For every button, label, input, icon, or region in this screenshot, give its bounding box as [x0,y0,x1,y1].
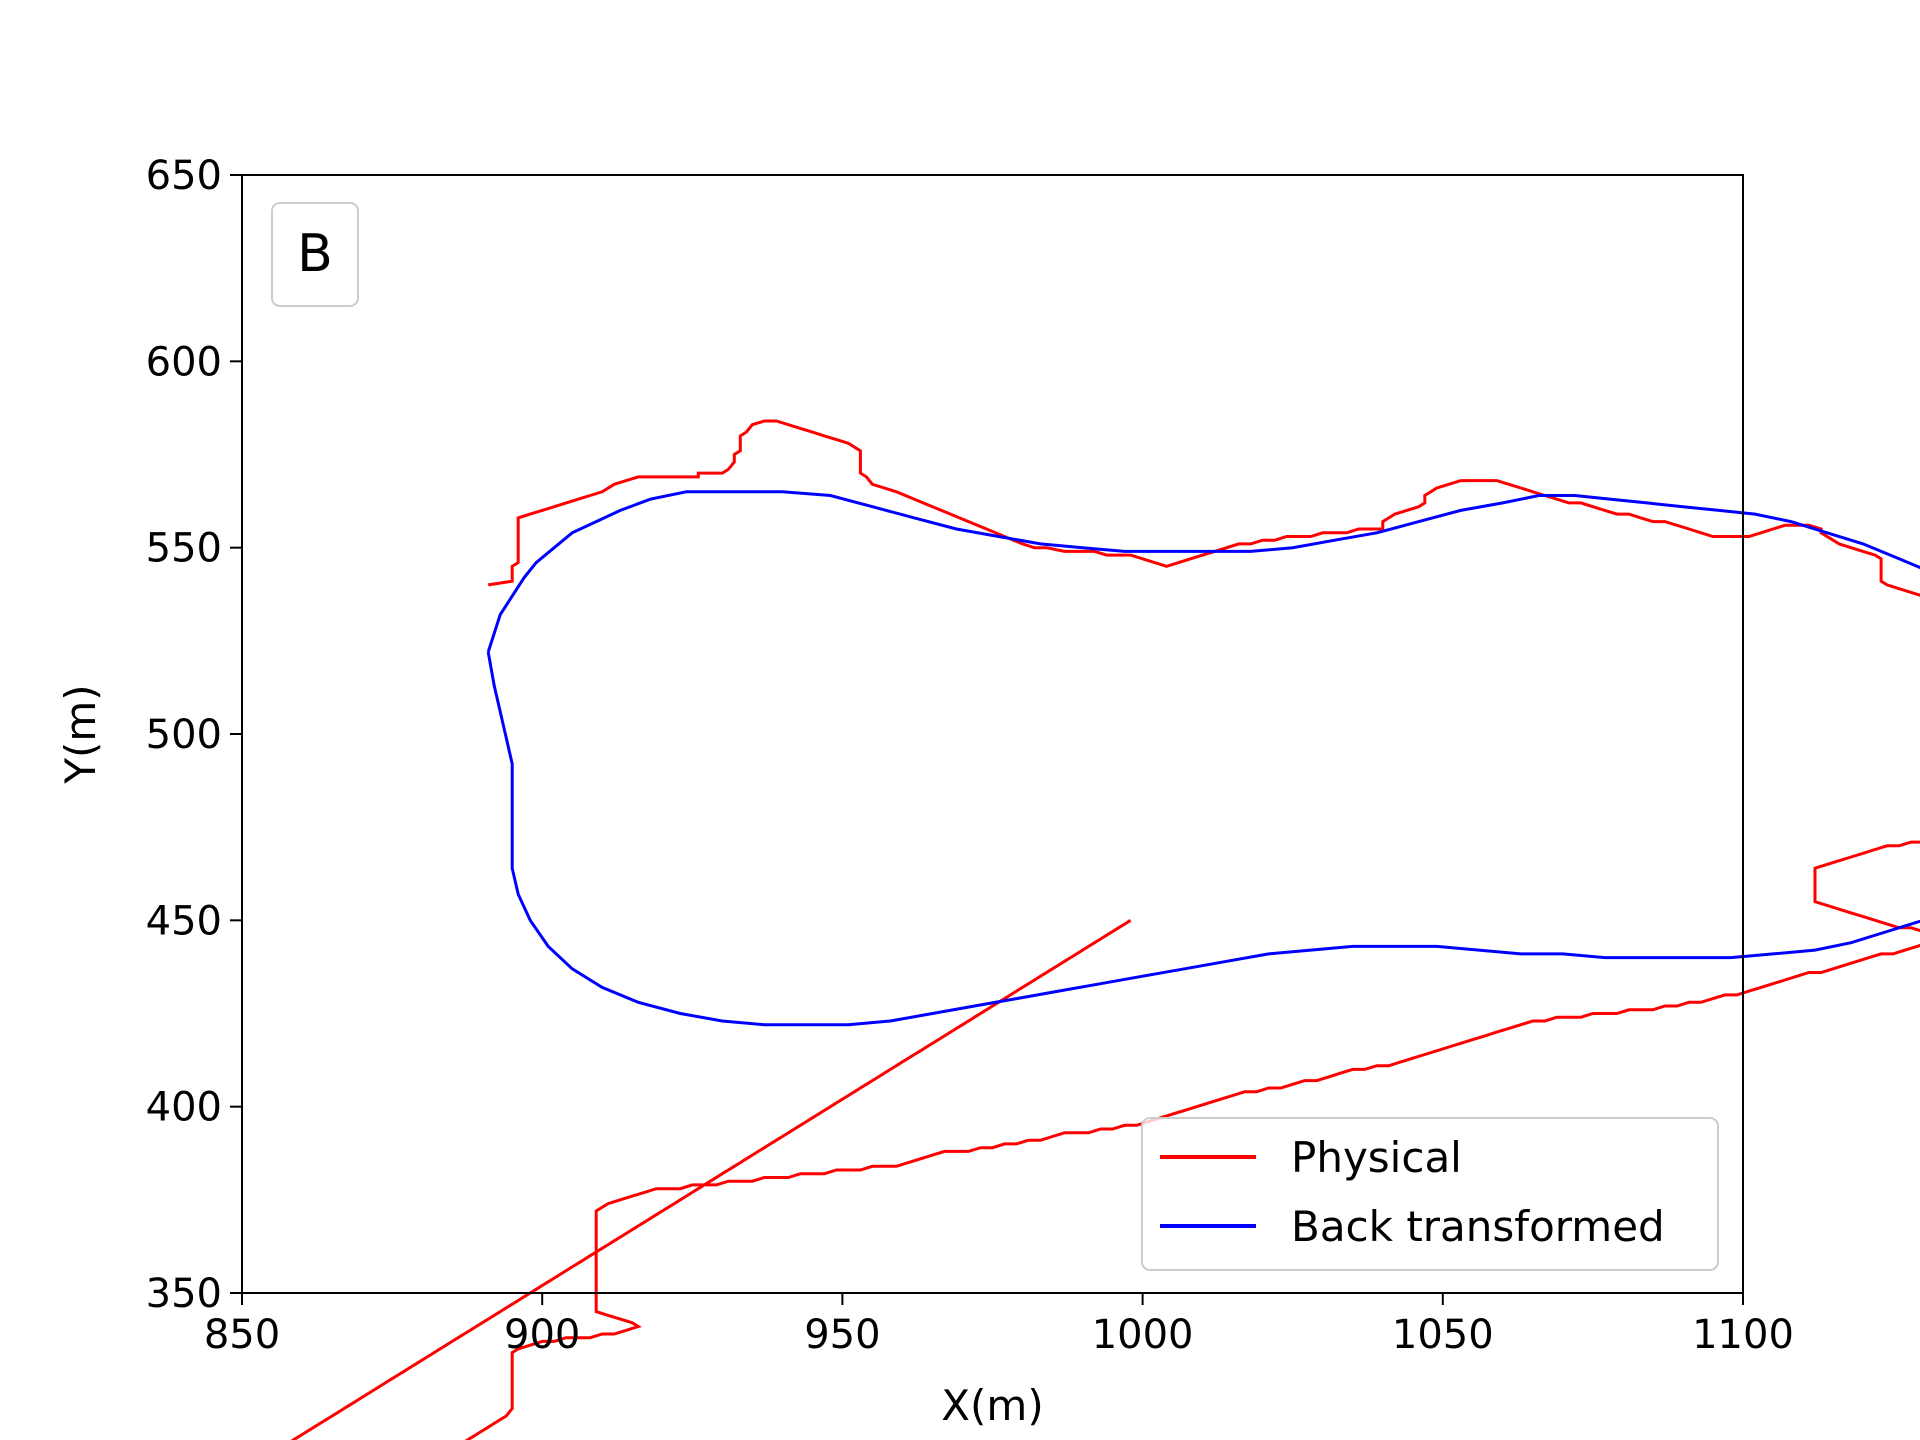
y-axis-label: Y(m) [56,684,105,784]
x-tick-label: 1050 [1392,1312,1494,1358]
x-tick-label: 850 [204,1312,280,1358]
x-tick-label: 950 [804,1312,880,1358]
legend-label-0: Physical [1291,1133,1462,1182]
y-tick-label: 600 [146,339,222,385]
series-line-1 [486,490,1920,1027]
legend: Physical Back transformed [1141,1117,1719,1271]
series-line-0 [290,419,1920,1440]
legend-items: Physical Back transformed [1160,1133,1665,1251]
legend-label-1: Back transformed [1291,1202,1665,1251]
y-tick-label: 350 [146,1271,222,1317]
y-tick-label: 550 [146,526,222,572]
ticks-layer: 850 900 950 1000 1050 1100 350 400 450 500 550 600 6… [146,153,1794,1358]
x-axis-label: X(m) [941,1381,1043,1430]
x-tick-label: 1000 [1092,1312,1194,1358]
series-layer [290,419,1920,1440]
y-tick-label: 500 [146,712,222,758]
panel-label: B [297,224,333,284]
x-tick-label: 900 [504,1312,580,1358]
y-tick-label: 450 [146,898,222,944]
x-tick-label: 1100 [1692,1312,1794,1358]
y-tick-label: 650 [146,153,222,199]
panel-label-frame [271,202,359,307]
y-tick-label: 400 [146,1085,222,1131]
legend-frame [1141,1117,1719,1271]
panel-label-box: B [271,202,359,307]
